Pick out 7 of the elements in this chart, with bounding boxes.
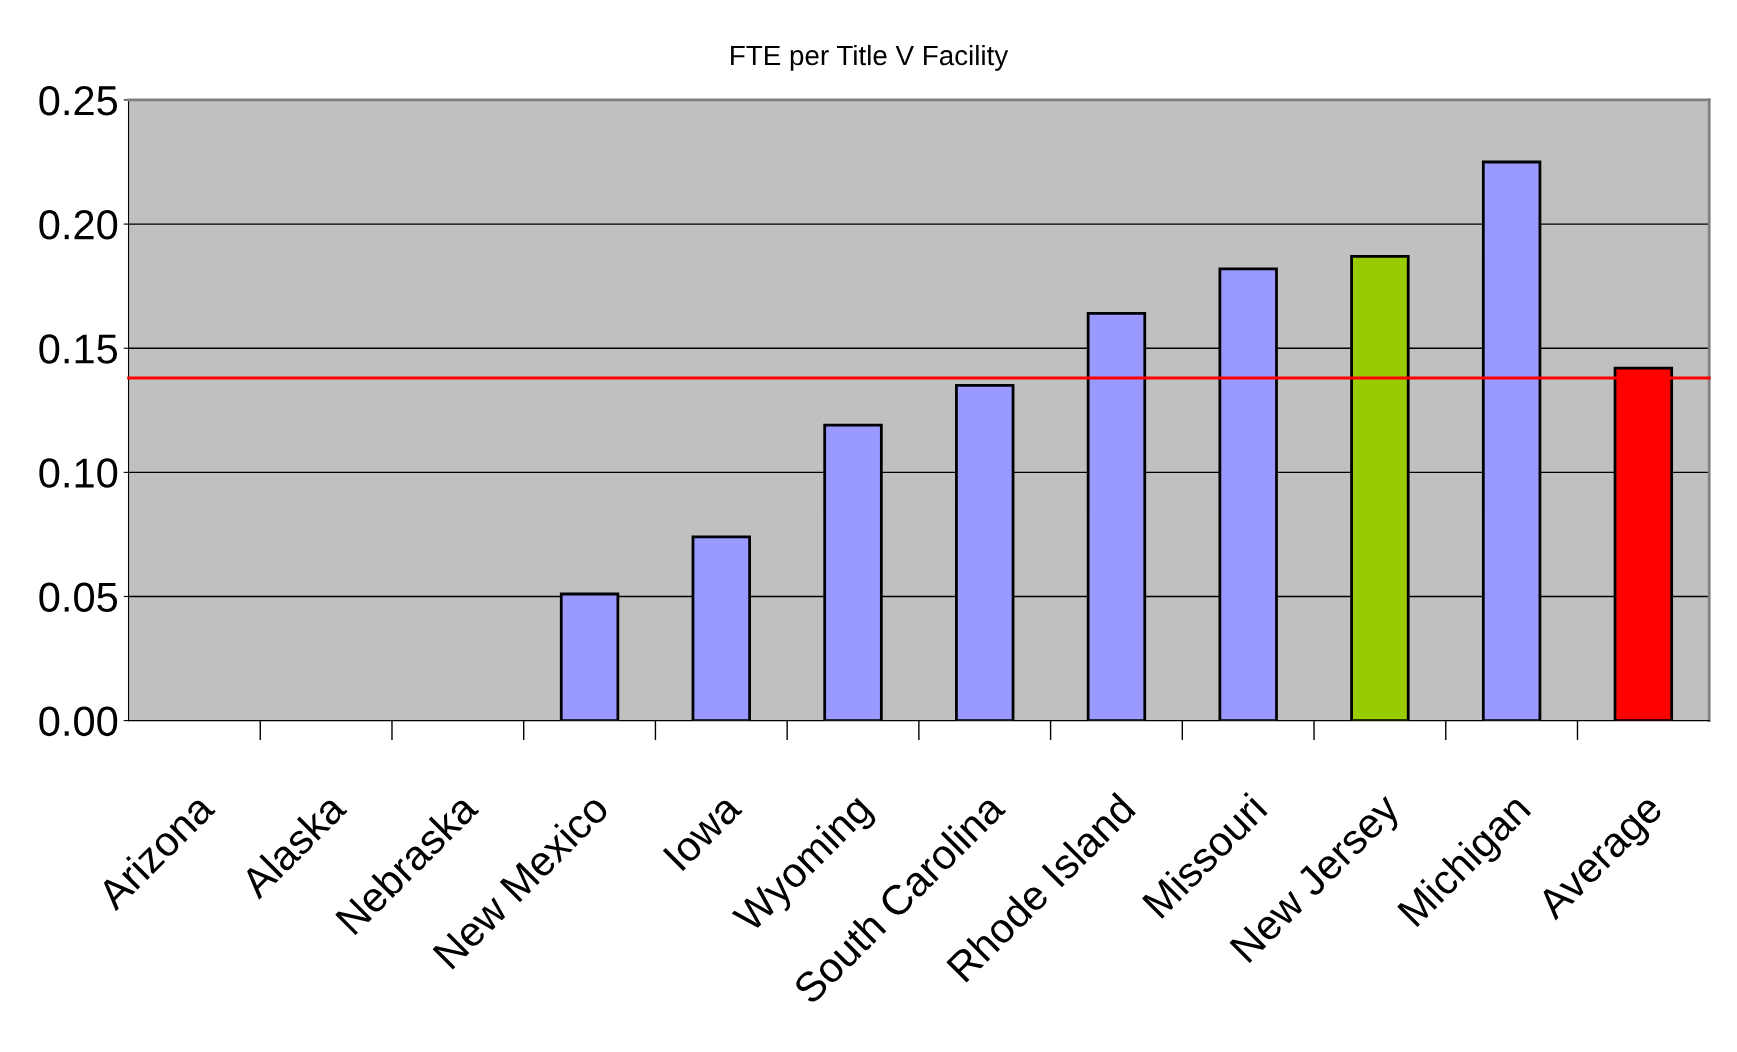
y-tick-label: 0.05	[39, 582, 118, 612]
y-tick-label: 0.25	[39, 85, 118, 116]
y-tick-label: 0.15	[39, 334, 118, 364]
chart-title: FTE per Title V Facility	[731, 44, 1009, 71]
y-tick-label: 0.00	[39, 706, 118, 737]
y-tick-label: 0.10	[39, 458, 118, 488]
y-tick-label: 0.20	[39, 210, 118, 240]
